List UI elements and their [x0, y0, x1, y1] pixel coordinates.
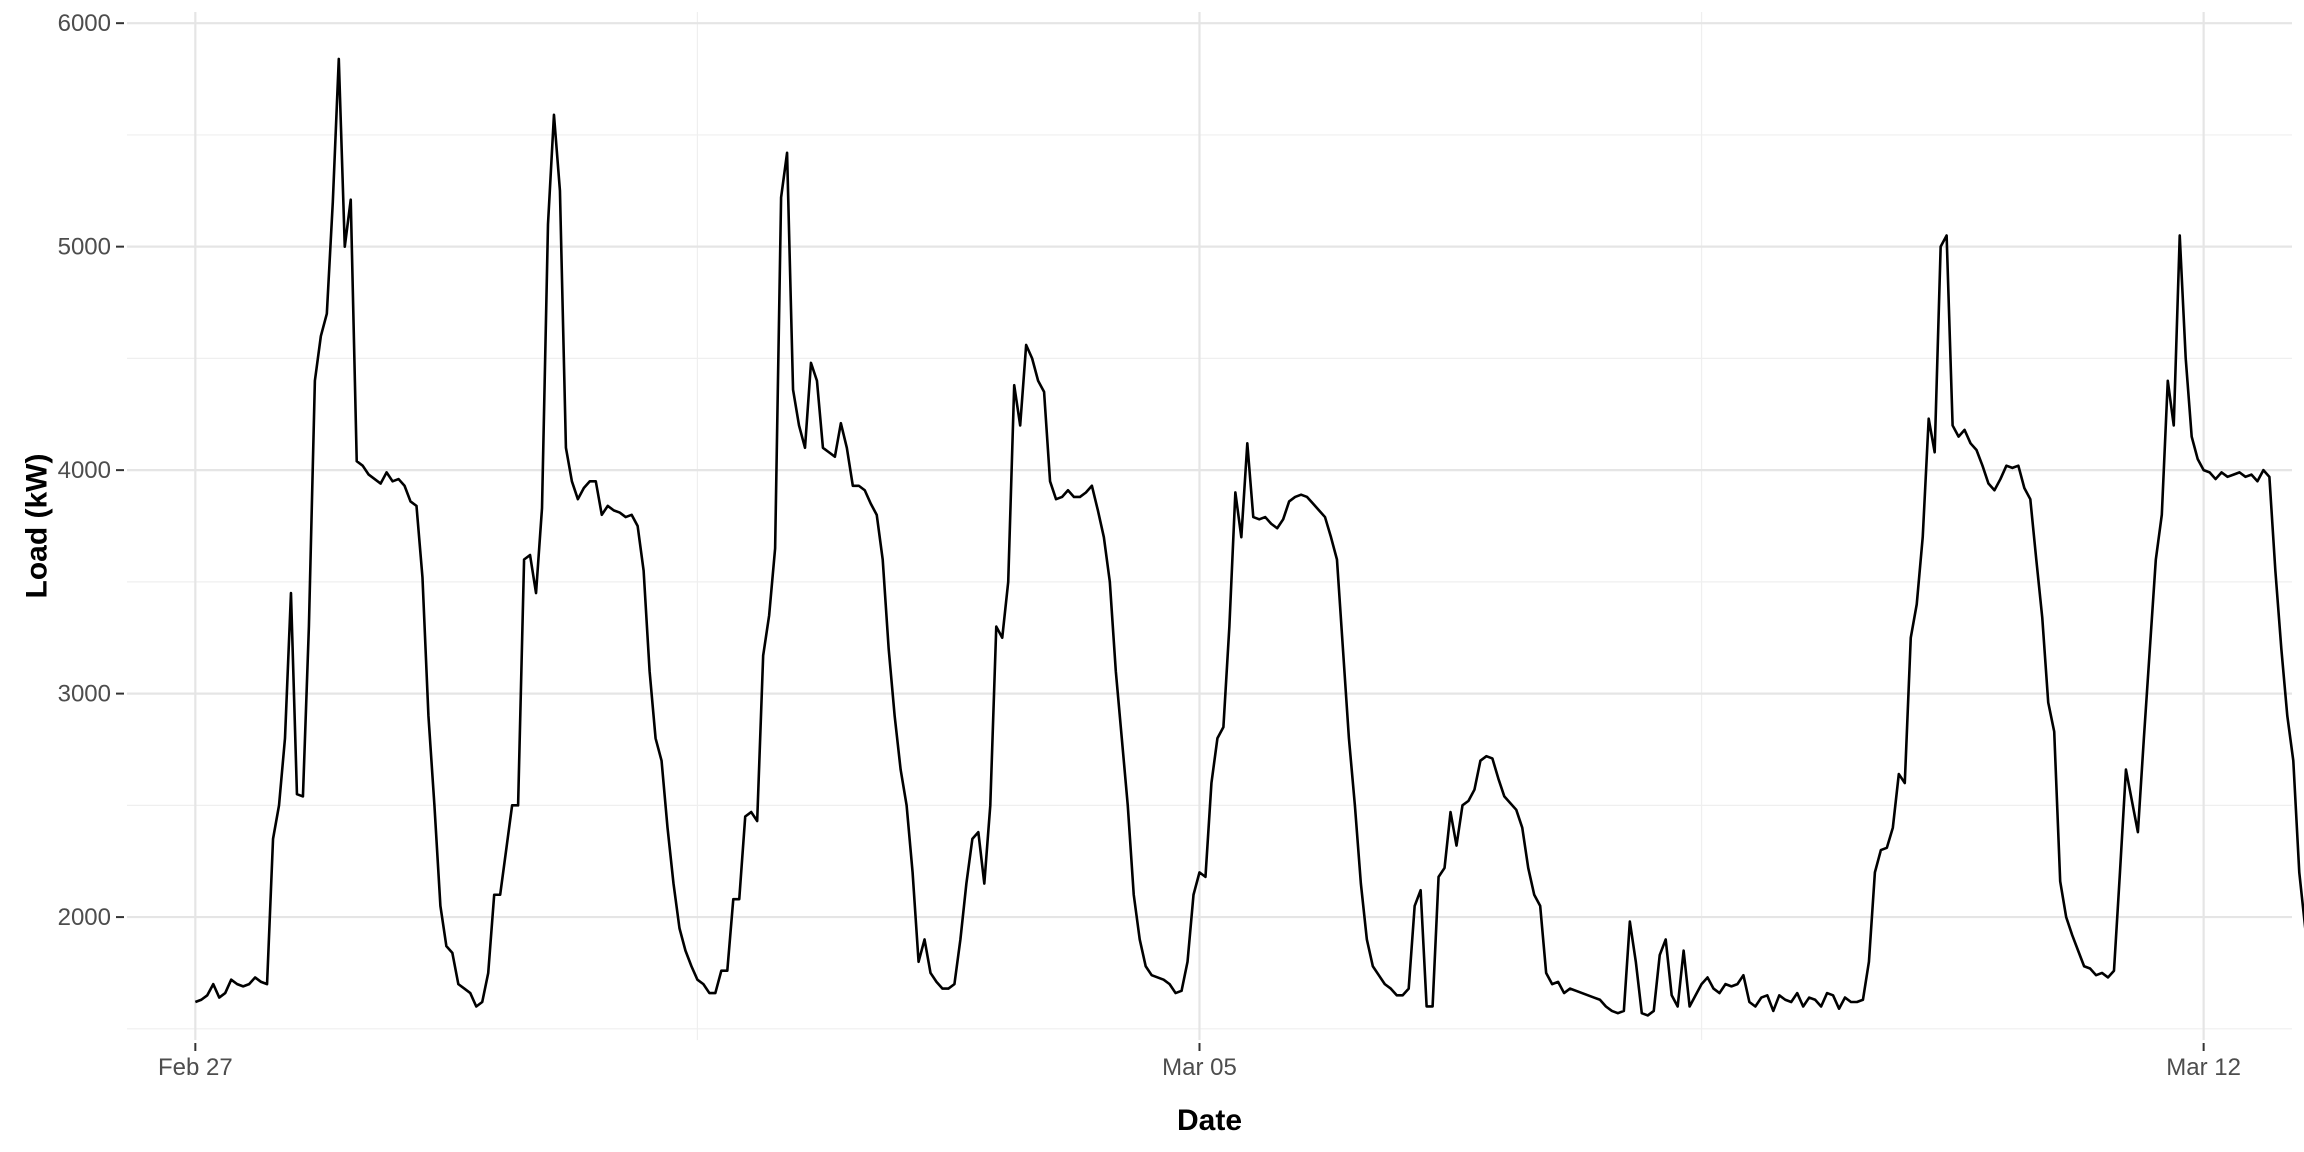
y-tick-label: 2000 [58, 904, 111, 931]
axis-ticks [116, 22, 2205, 1051]
load-series-line [194, 57, 2304, 1017]
major-gridlines [127, 12, 2292, 1040]
x-tick-label: Mar 12 [2166, 1054, 2241, 1081]
y-tick-label: 4000 [58, 457, 111, 484]
x-tick-label: Mar 05 [1162, 1054, 1237, 1081]
y-tick-label: 6000 [58, 10, 111, 37]
y-tick-label: 3000 [58, 681, 111, 708]
y-tick-label: 5000 [58, 234, 111, 261]
y-axis-title: Load (kW) [21, 454, 54, 599]
x-tick-label: Feb 27 [158, 1054, 233, 1081]
minor-gridlines [127, 12, 2292, 1040]
axis-tick-labels: 2000 3000 4000 5000 6000 Feb 27 Mar 05 Mar 12 [58, 10, 2241, 1081]
x-axis-title: Date [1177, 1104, 1242, 1137]
